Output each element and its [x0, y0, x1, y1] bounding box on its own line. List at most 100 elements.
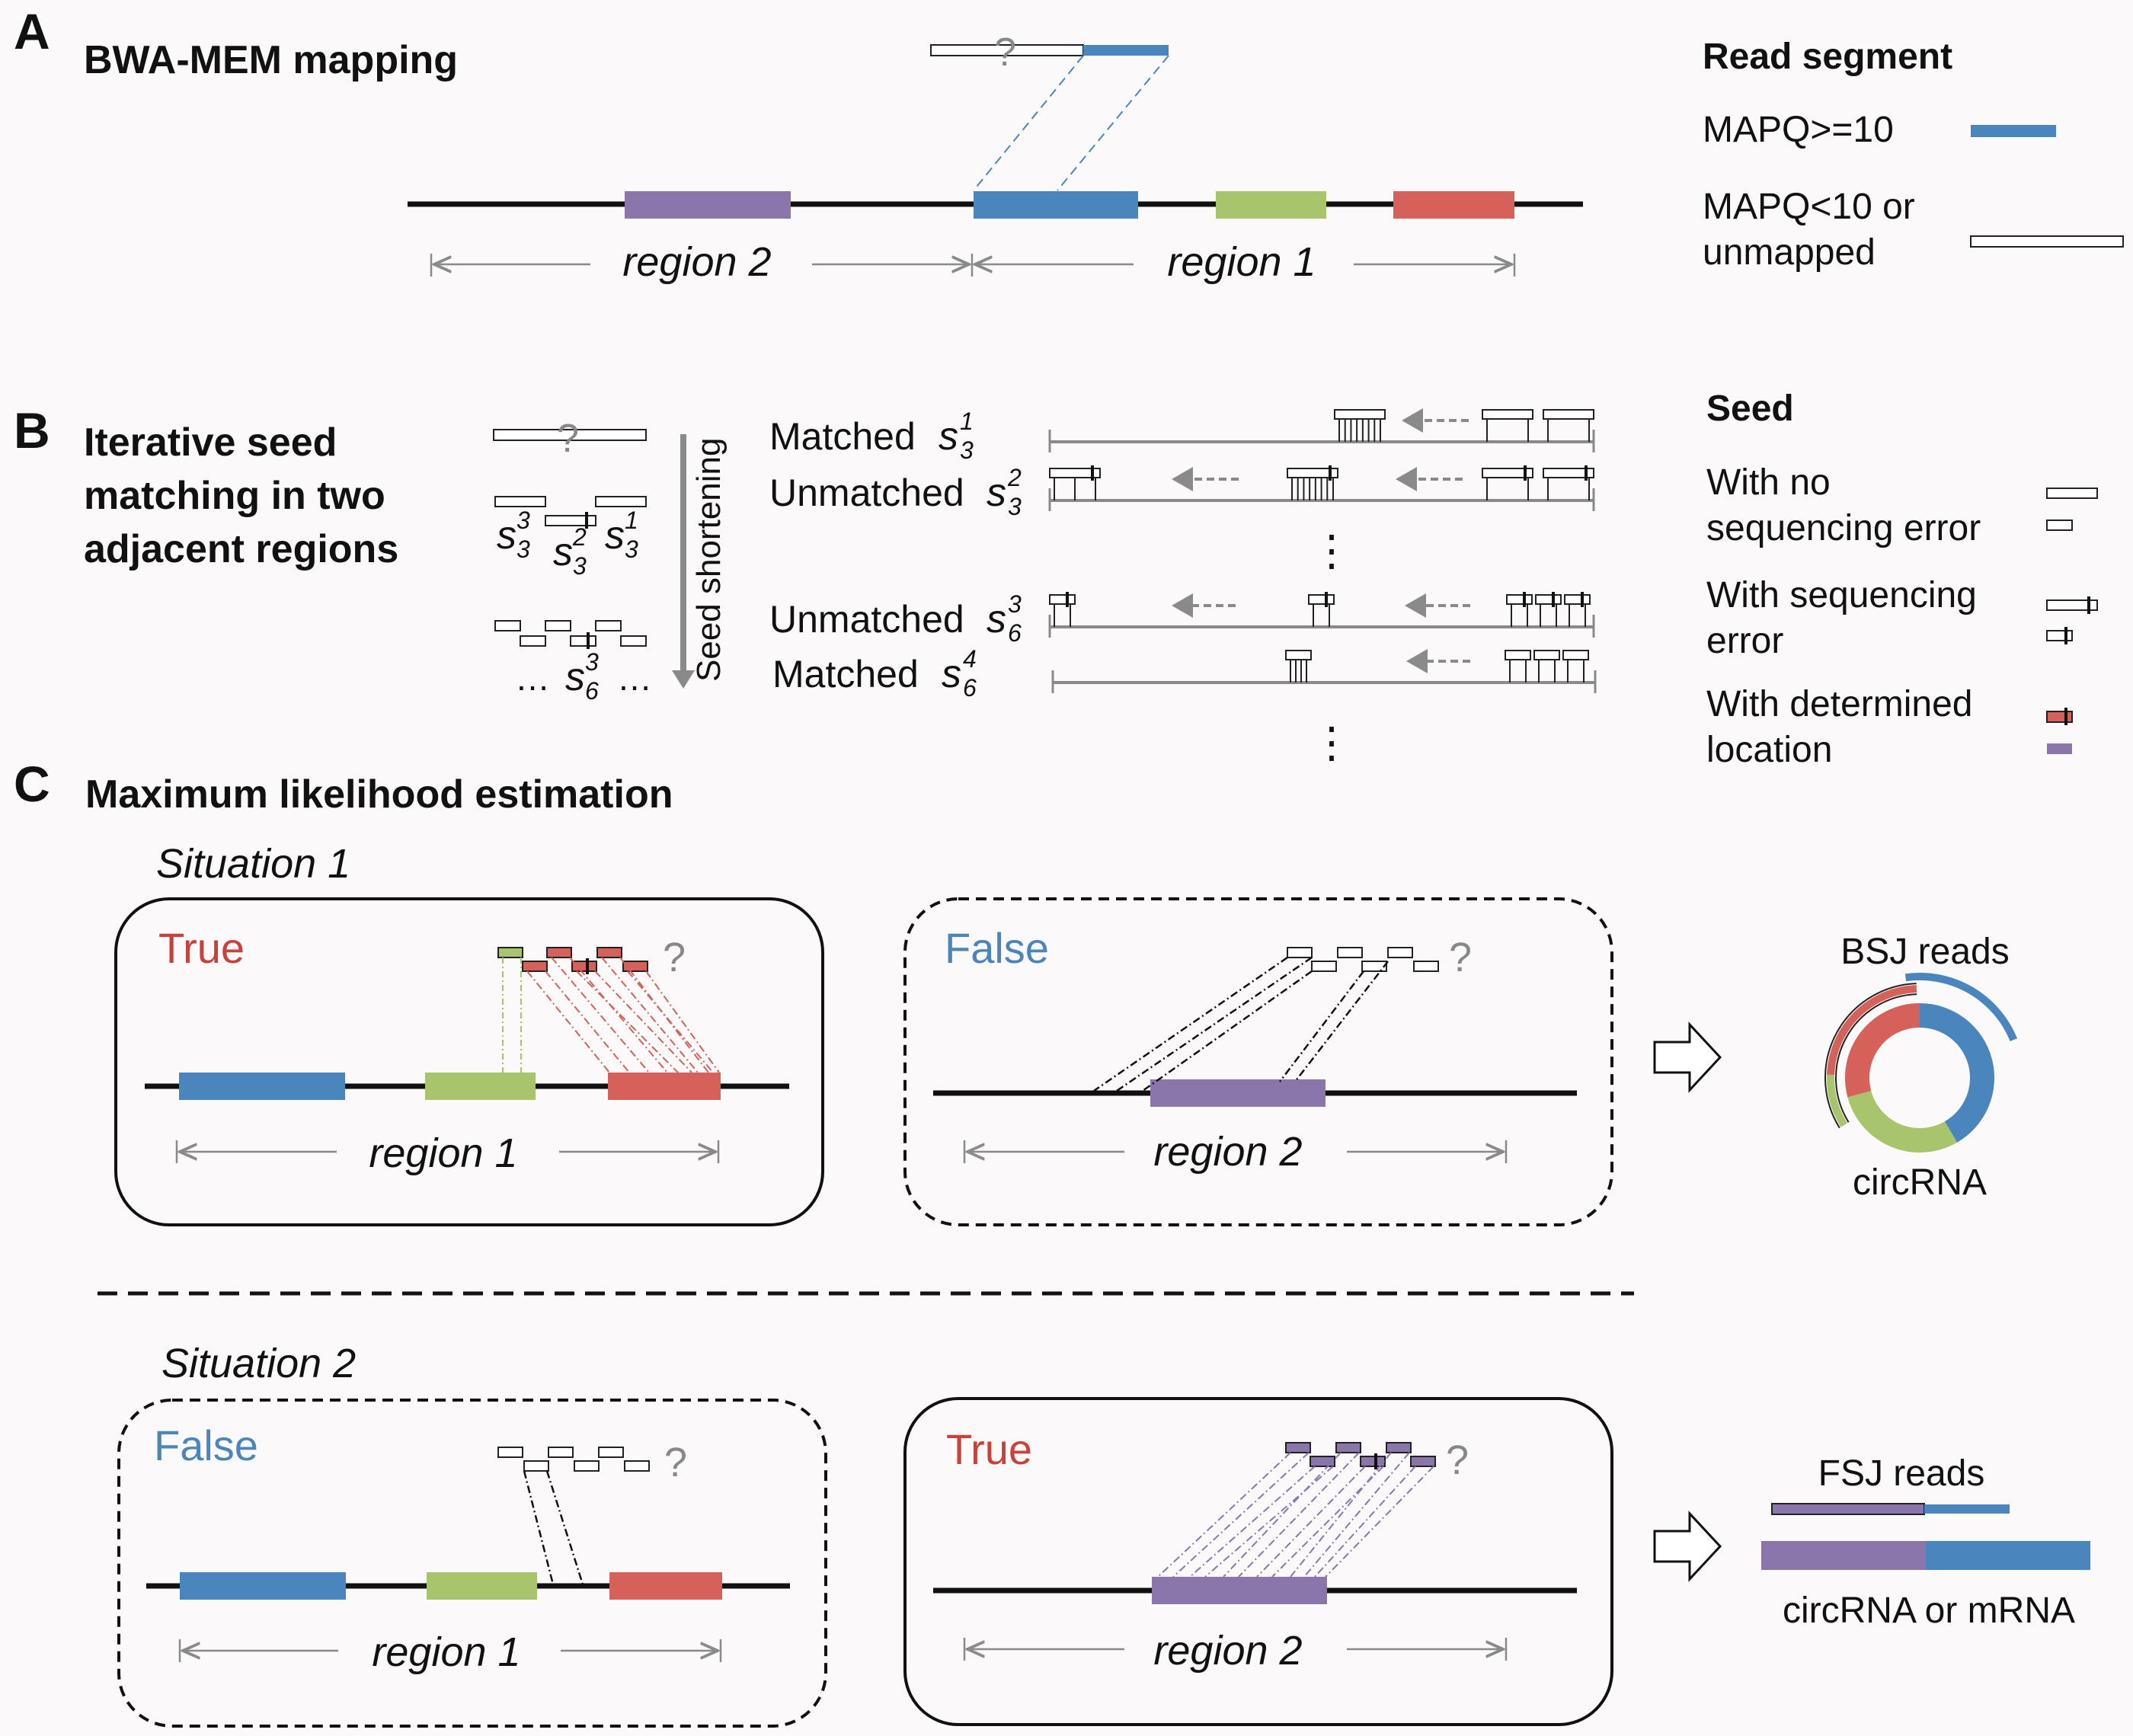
result-caption: circRNA [1853, 1162, 1987, 1203]
legend-seed-label: sequencing error [1706, 508, 1981, 548]
panel-a-letter: A [14, 3, 50, 59]
seed-box [1285, 650, 1312, 660]
seed-label: s 3 6 [565, 648, 599, 705]
svg-text:s: s [565, 655, 585, 699]
question-mark: ? [663, 935, 686, 980]
mapping-line [1290, 1452, 1392, 1578]
seed-box [522, 961, 548, 972]
seed-label: s 2 3 [553, 523, 587, 580]
seed-row: Unmatched s 3 6 [769, 590, 1022, 647]
svg-text:s: s [605, 513, 625, 558]
verdict-label: False [154, 1421, 258, 1469]
panel-b-title-line: matching in two [84, 474, 385, 518]
transcript-purple [1761, 1541, 1926, 1570]
legend-read-swatch-unmapped [1970, 235, 2124, 248]
verdict-label: True [158, 924, 245, 972]
mapping-line [1279, 970, 1364, 1082]
svg-text:3: 3 [585, 648, 599, 676]
seed-box [494, 620, 521, 631]
mapping-line [1172, 1452, 1310, 1578]
bsj-read-red [1827, 985, 1917, 1076]
mapping-line [1116, 956, 1313, 1092]
mapping-line [1189, 1466, 1316, 1578]
panel-b-title-line: Iterative seed [84, 420, 337, 465]
unmapped-seeds [497, 1447, 650, 1585]
region-arrow-group: region 2 [963, 1628, 1508, 1674]
region-arrow-group: region 1 [178, 1629, 722, 1675]
region-1-label: region 1 [1167, 239, 1316, 285]
seed-box [1049, 594, 1076, 605]
situation-title: Situation 1 [156, 841, 350, 887]
fsj-read-blue [1924, 1504, 2010, 1514]
mapping-line [551, 957, 650, 1073]
region-arrow-group: region 2 [963, 1129, 1508, 1175]
situation-1-result: BSJ reads circRNA [1653, 932, 2017, 1203]
legend-seed: Seed With no sequencing error With seque… [1706, 388, 2098, 770]
seed-box [1360, 1456, 1386, 1467]
mapping-line [1314, 1466, 1416, 1578]
mapping-line [1256, 1466, 1366, 1578]
exon-purple [1150, 1079, 1326, 1107]
seed-box [545, 620, 571, 631]
mapping-line [601, 957, 699, 1073]
legend-read-label: MAPQ<10 or [1703, 187, 1915, 227]
seed-box [1562, 650, 1589, 660]
seed-box [622, 961, 648, 972]
mapping-line [1142, 970, 1313, 1092]
legend-seed-swatch-red [2046, 711, 2073, 723]
mapping-line [1238, 1452, 1360, 1578]
question-mark: ? [1449, 935, 1472, 980]
seed-box [1287, 468, 1338, 478]
result-title: BSJ reads [1840, 932, 2009, 972]
seed-row-sub: 3 [1008, 493, 1022, 520]
outline-arrow [1653, 1021, 1722, 1093]
seed-box [598, 1447, 624, 1458]
svg-text:1: 1 [625, 507, 638, 534]
exon-purple [625, 191, 791, 219]
mapped-seeds [1157, 1442, 1436, 1578]
panel-a: A BWA-MEM mapping ? region 2 region 1 [14, 3, 1583, 285]
seed-row-sub: 3 [960, 436, 974, 464]
seed-row-sub: 6 [963, 674, 977, 702]
situation-2-result: FSJ reads circRNA or mRNA [1653, 1453, 2090, 1631]
read-segment-mapped [1083, 45, 1169, 56]
legend-seed-swatch [2046, 520, 2073, 531]
seed-box [1335, 1442, 1361, 1453]
exon-red [608, 1073, 721, 1100]
seed-row-status: Matched [772, 653, 919, 695]
seed-row: Matched s 4 6 [772, 645, 977, 702]
legend-read-title: Read segment [1703, 37, 1952, 77]
seed-box [1535, 594, 1562, 605]
panel-c-title: Maximum likelihood estimation [85, 772, 673, 817]
legend-read-segment: Read segment MAPQ>=10 MAPQ<10 or unmappe… [1703, 37, 2124, 273]
seed-box [546, 947, 572, 958]
transcript-blue [1926, 1541, 2090, 1570]
circrna-ring [1824, 972, 2017, 1153]
situation-1-region-2-box: False ? region 2 [903, 897, 1613, 1226]
seed-box [1285, 1442, 1311, 1453]
seed-row: Unmatched s 2 3 [769, 464, 1022, 520]
region-2-label: region 2 [622, 239, 771, 285]
seed-box [1308, 594, 1335, 605]
exon-purple [1152, 1577, 1327, 1604]
seed-box [620, 635, 647, 647]
legend-seed-swatch [2046, 630, 2073, 641]
exon-green [1216, 191, 1326, 219]
exon-red [609, 1572, 722, 1600]
seed-row-sup: 1 [960, 408, 974, 435]
seed-box [1410, 1456, 1436, 1467]
seed-row-symbol: s [942, 652, 961, 696]
seed-label: s 3 3 [497, 507, 530, 563]
mapping-line [1057, 55, 1169, 191]
question-mark: ? [994, 30, 1016, 75]
situation-2-region-1-box: False ? region 1 [117, 1399, 827, 1728]
legend-seed-swatch [2046, 488, 2098, 499]
outline-arrow [1653, 1511, 1722, 1582]
seed-box [1361, 961, 1387, 972]
read-segment-unmapped [493, 429, 647, 441]
mapping-line [569, 957, 668, 1073]
seed-box [595, 496, 647, 507]
question-mark: ? [557, 417, 579, 461]
mapping-line [523, 1470, 555, 1585]
